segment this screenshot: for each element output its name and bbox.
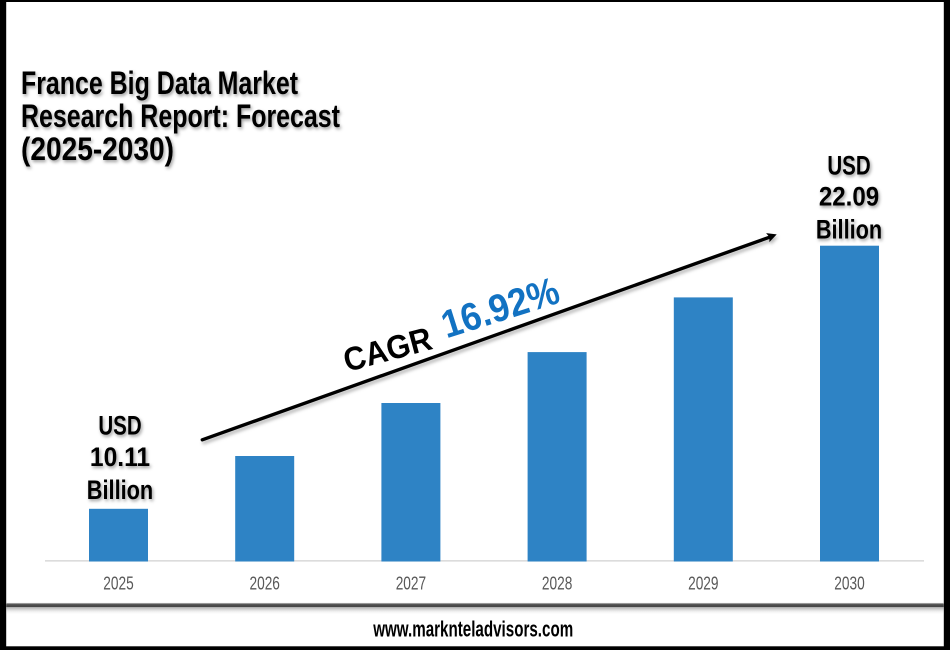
svg-text:22.09: 22.09 [819, 182, 879, 212]
svg-text:Billion: Billion [816, 214, 882, 244]
svg-text:2027: 2027 [396, 572, 426, 593]
svg-text:2026: 2026 [250, 572, 280, 593]
svg-text:10.11: 10.11 [90, 442, 150, 472]
svg-text:2029: 2029 [688, 572, 718, 593]
svg-text:2028: 2028 [542, 572, 572, 593]
svg-text:2025: 2025 [103, 572, 133, 593]
svg-text:Billion: Billion [87, 475, 153, 505]
svg-text:USD: USD [827, 150, 870, 180]
svg-text:USD: USD [98, 411, 141, 441]
svg-text:Research Report: Forecast: Research Report: Forecast [21, 98, 340, 134]
svg-text:2030: 2030 [834, 572, 864, 593]
svg-text:www.marknteladvisors.com: www.marknteladvisors.com [373, 616, 574, 641]
svg-text:France Big Data Market: France Big Data Market [21, 65, 298, 101]
svg-text:(2025-2030): (2025-2030) [21, 131, 174, 167]
